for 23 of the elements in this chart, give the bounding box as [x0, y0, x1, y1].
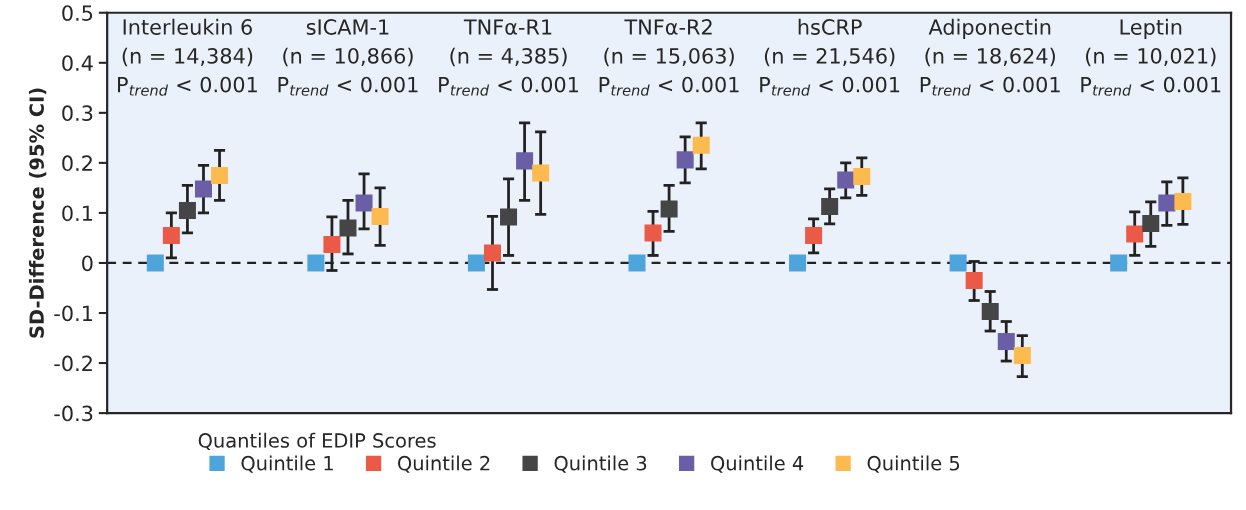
- legend-label: Quintile 2: [398, 455, 490, 473]
- y-tick-label: -0.3: [54, 405, 93, 422]
- legend-label: Quintile 4: [711, 455, 804, 473]
- y-tick-label: 0.5: [62, 5, 93, 21]
- x-tick-label: TNFα-R1 (n = 4,385) P$_{trend}$ < 0.001: [439, 19, 579, 96]
- x-tick-label: sICAM-1 (n = 10,866) P$_{trend}$ < 0.001: [278, 19, 418, 96]
- y-tick-label: 0.4: [62, 55, 93, 72]
- y-tick-label: 0.1: [62, 205, 93, 222]
- y-tick-label: -0.2: [54, 355, 92, 372]
- y-tick-label: 0: [82, 255, 93, 272]
- legend-label: Quintile 3: [554, 455, 647, 473]
- legend-title: Quantiles of EDIP Scores: [198, 432, 436, 451]
- y-axis-title: SD-Difference (95% CI): [28, 88, 47, 338]
- y-tick-label: 0.3: [62, 105, 93, 122]
- y-tick-label: 0.2: [62, 155, 92, 172]
- x-tick-label: Adiponectin (n = 18,624) P$_{trend}$ < 0.001: [920, 18, 1060, 96]
- x-tick-label: TNFα-R2 (n = 15,063) P$_{trend}$ < 0.001: [599, 19, 739, 96]
- x-tick-label: hsCRP (n = 21,546) P$_{trend}$ < 0.001: [760, 18, 900, 96]
- x-tick-label: Leptin (n = 10,021) P$_{trend}$ < 0.001: [1081, 18, 1221, 96]
- legend-label: Quintile 5: [867, 455, 960, 473]
- legend-label: Quintile 1: [241, 455, 333, 473]
- y-tick-label: -0.1: [54, 305, 93, 322]
- x-tick-label: Interleukin 6 (n = 14,384) P$_{trend}$ < 0.001: [118, 18, 257, 96]
